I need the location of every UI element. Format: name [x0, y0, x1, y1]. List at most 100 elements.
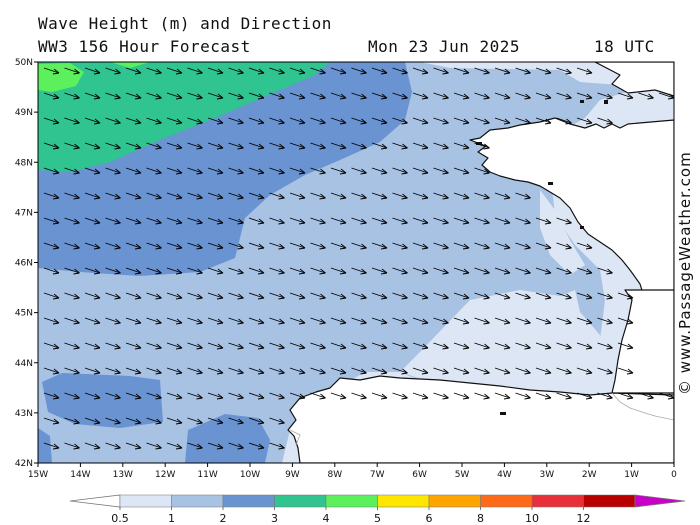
wave-arrow	[269, 292, 285, 300]
island	[476, 142, 482, 145]
wave-arrow	[535, 242, 552, 250]
scale-segment	[428, 494, 481, 508]
wave-arrow	[330, 367, 347, 375]
wave-arrow	[125, 242, 142, 250]
scale-label: 2	[220, 512, 227, 525]
wave-arrow	[228, 92, 244, 100]
wave-arrow	[658, 92, 674, 100]
wave-arrow	[412, 267, 429, 275]
wave-arrow	[269, 267, 285, 275]
wave-arrow	[433, 392, 449, 400]
wave-arrow	[64, 167, 80, 175]
wave-arrow	[105, 117, 121, 125]
wave-arrow	[269, 217, 285, 225]
wave-arrow	[474, 367, 490, 375]
wave-arrow	[433, 217, 449, 225]
wave-arrow	[125, 367, 142, 375]
scale-cap-right	[634, 494, 686, 508]
wave-arrow	[207, 267, 224, 275]
wave-arrow	[330, 67, 347, 75]
wave-arrow	[105, 392, 121, 400]
wave-arrow	[310, 167, 326, 175]
wave-arrow	[187, 342, 203, 350]
map-area	[38, 62, 674, 463]
wave-arrow	[412, 67, 429, 75]
wave-arrow	[576, 317, 593, 325]
wave-arrow	[84, 217, 101, 225]
wave-arrow	[412, 167, 429, 175]
wave-arrow	[43, 192, 60, 200]
wave-arrow	[597, 317, 613, 325]
wave-arrow	[248, 267, 265, 275]
wave-arrow	[248, 342, 265, 350]
wave-arrow	[146, 67, 162, 75]
wave-arrow	[166, 192, 183, 200]
lon-label: 11W	[197, 470, 217, 480]
wave-arrow	[187, 317, 203, 325]
wave-arrow	[166, 342, 183, 350]
land-brittany	[469, 117, 674, 317]
wave-arrow	[125, 392, 142, 400]
wave-arrow	[515, 367, 531, 375]
wave-arrow	[392, 67, 408, 75]
land-aquitaine	[611, 289, 674, 394]
scale-segment	[119, 494, 172, 508]
wave-arrow	[125, 292, 142, 300]
wave-arrow	[371, 342, 388, 350]
border-line	[289, 429, 301, 446]
wave-arrow	[84, 267, 101, 275]
wave-arrow	[207, 317, 224, 325]
wave-arrow	[433, 67, 449, 75]
wave-arrow	[330, 167, 347, 175]
wave-arrow	[125, 67, 142, 75]
wave-arrow	[146, 317, 162, 325]
wave-arrow	[228, 292, 244, 300]
wave-arrow	[84, 442, 101, 450]
wave-arrow	[515, 192, 531, 200]
wave-arrow	[576, 267, 593, 275]
wave-arrow	[597, 92, 613, 100]
wave-arrow	[105, 242, 121, 250]
wave-arrow	[330, 342, 347, 350]
wave-arrow	[64, 292, 80, 300]
wave-arrow	[453, 367, 470, 375]
wave-arrow	[228, 67, 244, 75]
wave-arrow	[84, 192, 101, 200]
wave-arrow	[535, 342, 552, 350]
wave-arrow	[64, 242, 80, 250]
wave-arrow	[474, 217, 490, 225]
scale-segment	[325, 494, 378, 508]
wave-arrow	[494, 92, 511, 100]
lat-label: 50N	[15, 58, 33, 68]
wave-arrow	[248, 317, 265, 325]
scale-segment	[377, 494, 430, 508]
wave-arrow	[228, 117, 244, 125]
wave-arrow	[392, 367, 408, 375]
wave-arrow	[269, 367, 285, 375]
scale-label: 8	[477, 512, 484, 525]
wave-arrow	[330, 117, 347, 125]
wave-arrow	[310, 317, 326, 325]
island	[500, 412, 506, 415]
wave-arrow	[84, 117, 101, 125]
wave-arrow	[166, 267, 183, 275]
wave-arrow	[310, 292, 326, 300]
wave-arrow	[269, 417, 285, 425]
wave-arrow	[638, 92, 654, 100]
wave-arrow	[412, 367, 429, 375]
wave-arrow	[330, 192, 347, 200]
wave-arrow	[474, 117, 490, 125]
land-spain	[287, 375, 674, 463]
wave-arrow	[474, 317, 490, 325]
wave-arrow	[125, 142, 142, 150]
wave-arrow	[64, 367, 80, 375]
wave-arrow	[576, 67, 593, 75]
wave-arrow	[433, 367, 449, 375]
wave-arrow	[433, 167, 449, 175]
wave-arrow	[351, 142, 367, 150]
wave-arrow	[43, 267, 60, 275]
wave-arrow	[207, 117, 224, 125]
wave-arrow	[351, 267, 367, 275]
wave-arrow	[453, 92, 470, 100]
wave-arrow	[125, 442, 142, 450]
